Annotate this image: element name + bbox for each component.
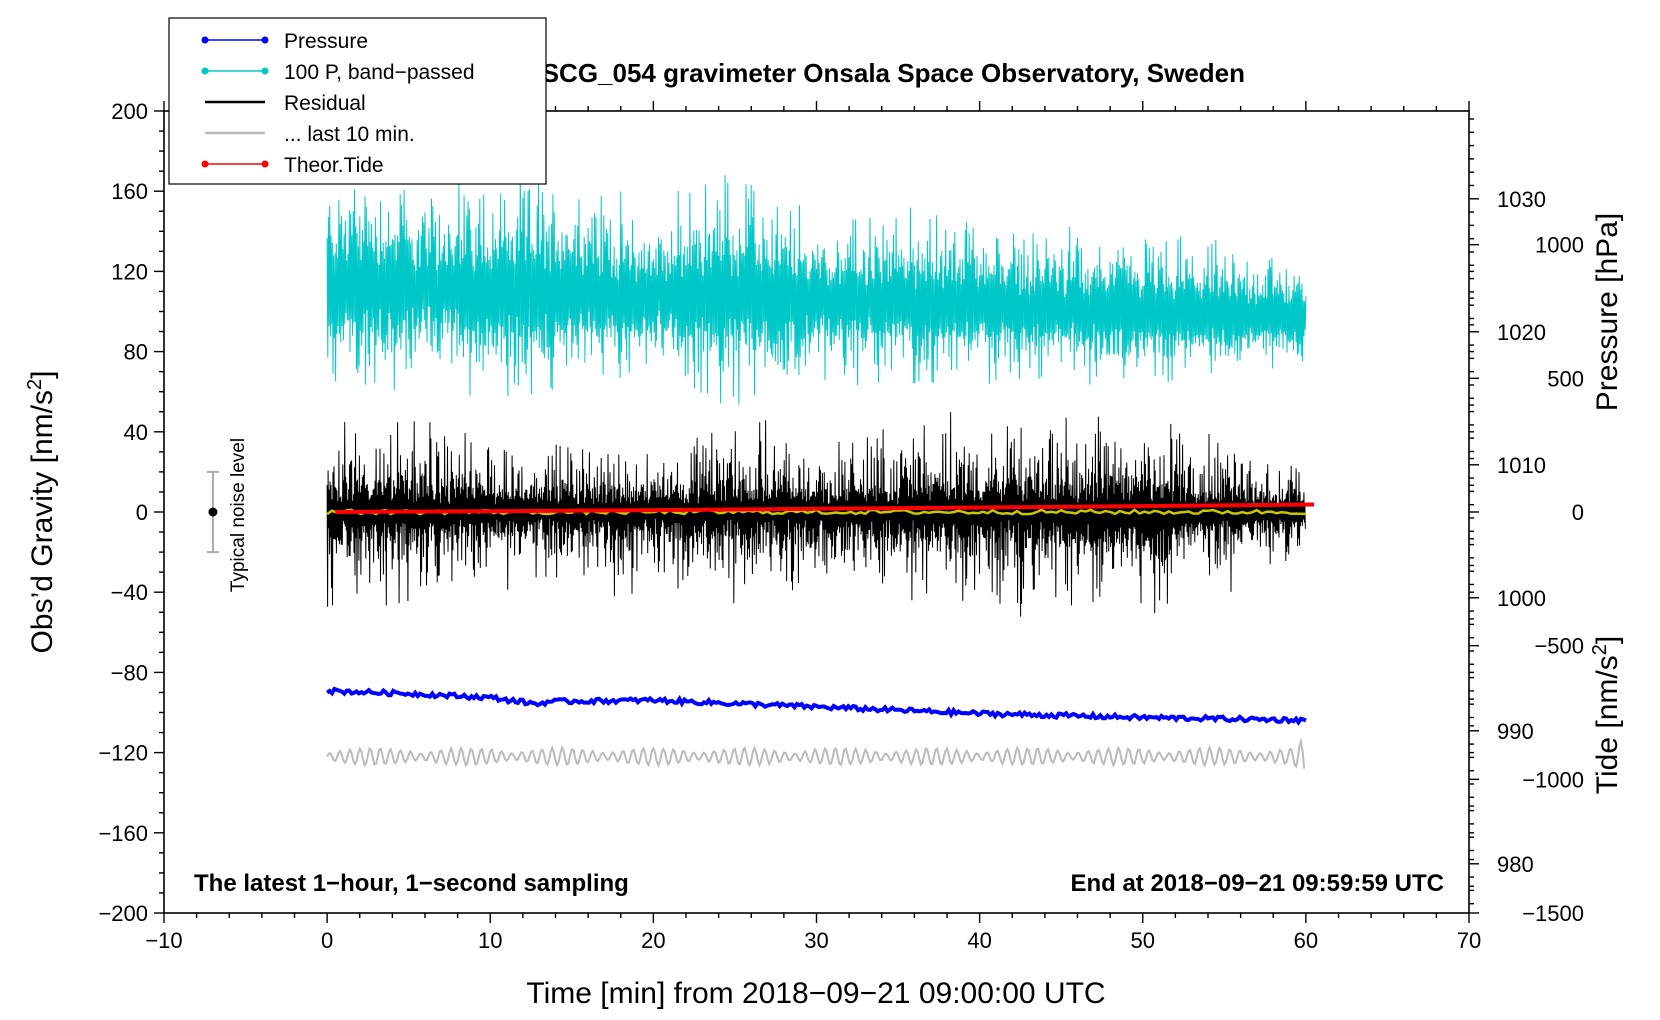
legend-marker-pressure (261, 36, 269, 44)
y-tick-label: −40 (111, 580, 148, 605)
legend-label-residual: Residual (284, 92, 366, 115)
tide-axis-ticks: −1500 −1000 −500 0 500 1000 (1469, 233, 1584, 926)
pressure-tick-label: 1010 (1497, 453, 1546, 478)
x-tick-label: 0 (321, 928, 333, 953)
pressure-tick-label: 1000 (1497, 586, 1546, 611)
pressure-tick-label: 980 (1497, 852, 1534, 877)
pressure-axis-label: Pressure [hPa] (1591, 213, 1624, 411)
x-tick-label: 70 (1457, 928, 1481, 953)
y-tick-label: 120 (111, 259, 148, 284)
tide-tick-label: −1500 (1522, 901, 1584, 926)
x-tick-label: 10 (478, 928, 502, 953)
tide-tick-label: 500 (1547, 366, 1584, 391)
pressure-tick-label: 1020 (1497, 320, 1546, 345)
tide-tick-label: −1000 (1522, 767, 1584, 792)
x-tick-label: 40 (967, 928, 991, 953)
tide-axis-label: Tide [nm/s2] (1589, 636, 1624, 794)
pressure-axis-ticks: 980 990 1000 1010 1020 1030 (1469, 118, 1546, 905)
y-axis-ticks: −200 −160 −120 −80 −40 0 40 80 120 160 200 (98, 99, 164, 926)
x-tick-label: 30 (804, 928, 828, 953)
x-tick-label: −10 (145, 928, 182, 953)
y-tick-label: 40 (124, 420, 148, 445)
noise-level-label: Typical noise level (228, 438, 249, 592)
annotation-sampling: The latest 1−hour, 1−second sampling (194, 870, 629, 897)
noise-bar (206, 470, 219, 554)
legend-label-band-passed: 100 P, band−passed (284, 61, 475, 84)
y-tick-label: −120 (98, 741, 148, 766)
tide-tick-label: 1000 (1535, 233, 1584, 258)
legend: Pressure 100 P, band−passed Residual ...… (168, 17, 547, 185)
y-tick-label: 80 (124, 340, 148, 365)
tide-tick-label: −500 (1534, 634, 1584, 659)
legend-marker-theor-tide (261, 160, 269, 168)
y-tick-label: 200 (111, 99, 148, 124)
noise-bar-dot (208, 507, 218, 517)
series-last-10-min (326, 737, 1306, 769)
y-axis-label-left: Obs’d Gravity [nm/s2] (24, 371, 59, 654)
series-residual (326, 412, 1306, 617)
x-tick-label: 20 (641, 928, 665, 953)
tide-tick-label: 0 (1572, 500, 1584, 525)
legend-label-pressure: Pressure (284, 30, 368, 53)
legend-marker-pressure (201, 36, 209, 44)
x-tick-label: 50 (1131, 928, 1155, 953)
legend-label-theor-tide: Theor.Tide (284, 154, 384, 177)
series-band-passed-pressure (326, 161, 1307, 405)
series-pressure (325, 686, 1307, 726)
pressure-tick-label: 990 (1497, 719, 1534, 744)
x-axis-label: Time [min] from 2018−09−21 09:00:00 UTC (526, 977, 1105, 1010)
legend-marker-theor-tide (201, 160, 209, 168)
x-axis-ticks: −10 0 10 20 30 40 50 60 70 (145, 101, 1481, 953)
pressure-tick-label: 1030 (1497, 187, 1546, 212)
chart-title: SCG_054 gravimeter Onsala Space Observat… (542, 58, 1245, 88)
legend-marker-band-passed (201, 67, 209, 75)
series-theor-tide (335, 502, 1315, 514)
y-tick-label: −80 (111, 660, 148, 685)
y-tick-label: −160 (98, 821, 148, 846)
y-tick-label: 160 (111, 179, 148, 204)
y-tick-label: −200 (98, 901, 148, 926)
x-tick-label: 60 (1294, 928, 1318, 953)
legend-label-last-10-min: ... last 10 min. (284, 123, 415, 146)
legend-marker-band-passed (261, 67, 269, 75)
y-tick-label: 0 (136, 500, 148, 525)
annotation-end-time: End at 2018−09−21 09:59:59 UTC (1070, 870, 1444, 897)
